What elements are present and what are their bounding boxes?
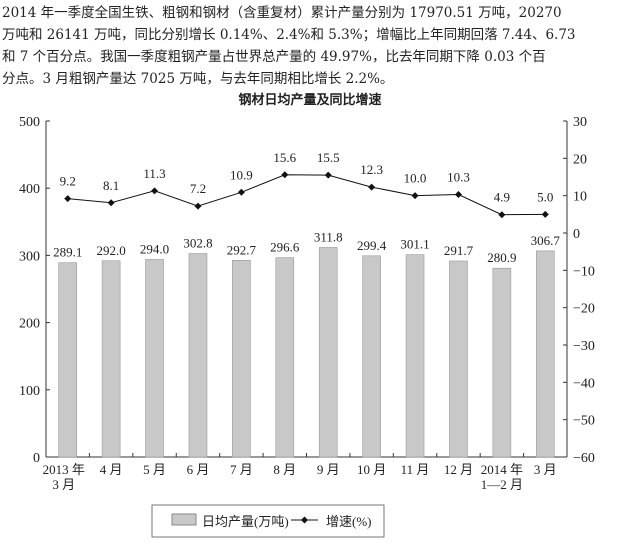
legend-diamond-marker	[301, 516, 308, 524]
legend-line-label: 增速(%)	[326, 514, 372, 529]
right-tick-label: 30	[573, 115, 587, 130]
right-tick-label: 20	[573, 152, 587, 167]
left-tick-label: 500	[19, 115, 40, 130]
left-tick-label: 200	[19, 317, 40, 332]
growth-marker	[541, 210, 549, 218]
x-tick-label: 5 月	[143, 462, 166, 477]
right-tick-label: −20	[573, 302, 595, 317]
growth-value-label: 7.2	[190, 181, 206, 196]
paragraph-line: 分点。3 月粗钢产量达 7025 万吨，与去年同期相比增长 2.2%。	[2, 71, 394, 87]
bar-value-label: 301.1	[400, 237, 429, 252]
x-tick-label: 2013 年	[43, 462, 85, 477]
growth-marker	[454, 191, 462, 199]
right-tick-label: −60	[573, 451, 595, 466]
x-tick-label: 6 月	[187, 462, 210, 477]
growth-value-label: 11.3	[143, 166, 165, 181]
x-tick-label: 7 月	[230, 462, 253, 477]
right-tick-label: 10	[573, 190, 587, 205]
growth-marker	[237, 188, 245, 196]
growth-marker	[194, 202, 202, 210]
right-tick-label: −50	[573, 414, 595, 429]
paragraph-line: 万吨和 26141 万吨，同比分别增长 0.14%、2.4%和 5.3%；增幅比…	[2, 27, 576, 43]
left-tick-label: 400	[19, 182, 40, 197]
paragraph-line: 和 7 个百分点。我国一季度粗钢产量占世界总产量的 49.97%，比去年同期下降…	[2, 49, 546, 65]
x-tick-label: 4 月	[100, 462, 123, 477]
bar	[318, 247, 338, 458]
growth-value-label: 10.9	[230, 167, 253, 182]
x-tick-label: 12 月	[444, 462, 473, 477]
growth-marker	[498, 211, 506, 219]
growth-value-label: 10.0	[404, 171, 427, 186]
growth-marker	[64, 195, 72, 203]
bar	[362, 255, 381, 458]
growth-line	[67, 174, 546, 216]
legend-bar-swatch	[171, 513, 197, 526]
bar	[535, 250, 555, 458]
bar	[275, 257, 295, 458]
bar	[449, 260, 468, 458]
legend: 日均产量(万吨) 增速(%)	[151, 504, 385, 538]
bar	[101, 260, 121, 458]
growth-marker	[368, 183, 376, 191]
right-tick-label: 0	[573, 227, 580, 242]
growth-value-label: 15.5	[317, 150, 340, 165]
x-tick-label: 8 月	[273, 462, 296, 477]
bar	[145, 259, 164, 458]
x-tick-label: 10 月	[357, 462, 386, 477]
growth-value-label: 12.3	[360, 162, 383, 177]
right-tick-label: −10	[573, 264, 595, 279]
bar-value-label: 280.9	[487, 250, 516, 265]
x-tick-label: 2014 年	[481, 462, 523, 477]
bar	[492, 267, 512, 458]
x-tick-label: 3 月	[534, 462, 557, 477]
growth-marker	[411, 192, 419, 200]
growth-value-label: 4.9	[494, 190, 510, 205]
growth-value-label: 15.6	[273, 150, 296, 165]
chart-title: 钢材日均产量及同比增速	[238, 92, 381, 107]
x-tick-label: 9 月	[317, 462, 340, 477]
bar-value-label: 289.1	[53, 245, 82, 260]
paragraph-line: 2014 年一季度全国生铁、粗钢和钢材（含重复材）累计产量分别为 17970.5…	[2, 5, 562, 21]
bar-value-label: 291.7	[444, 243, 474, 258]
x-tick-label: 11 月	[401, 462, 430, 477]
x-tick-label: 3 月	[52, 477, 75, 492]
legend-bar-label: 日均产量(万吨)	[202, 514, 289, 529]
intro-paragraph: 2014 年一季度全国生铁、粗钢和钢材（含重复材）累计产量分别为 17970.5…	[2, 2, 619, 90]
left-tick-label: 300	[19, 249, 40, 264]
left-tick-label: 100	[19, 384, 40, 399]
bar-value-label: 292.0	[97, 243, 126, 258]
growth-marker	[151, 187, 159, 195]
growth-marker	[107, 199, 115, 207]
bar-value-label: 311.8	[314, 229, 343, 244]
bar	[58, 262, 78, 458]
bar-value-label: 302.8	[183, 236, 212, 251]
left-tick-label: 0	[33, 451, 40, 466]
growth-value-label: 10.3	[447, 170, 470, 185]
bar-value-label: 292.7	[227, 242, 257, 257]
right-tick-label: −40	[573, 376, 595, 391]
growth-marker	[324, 171, 332, 179]
x-tick-label: 1—2 月	[481, 477, 523, 492]
bar-value-label: 299.4	[357, 238, 387, 253]
bar	[232, 260, 251, 458]
bar-value-label: 294.0	[140, 241, 169, 256]
right-tick-label: −30	[573, 339, 595, 354]
bar-value-label: 296.6	[270, 240, 300, 255]
growth-value-label: 5.0	[537, 189, 553, 204]
bar	[405, 254, 425, 458]
growth-value-label: 9.2	[60, 174, 76, 189]
growth-value-label: 8.1	[103, 178, 119, 193]
growth-marker	[281, 171, 289, 179]
bar-value-label: 306.7	[531, 233, 561, 248]
bar	[188, 253, 208, 458]
